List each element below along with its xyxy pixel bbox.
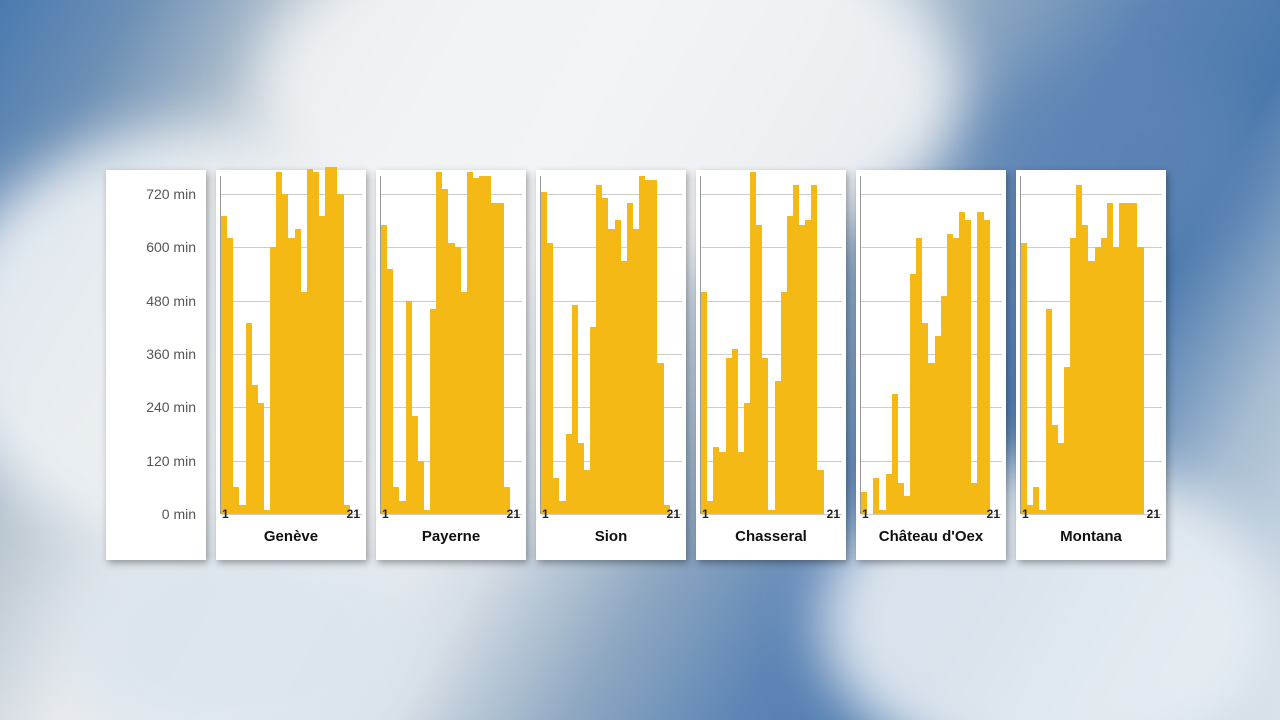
bars-group bbox=[861, 176, 1002, 514]
x-labels: 1 21 bbox=[380, 507, 522, 525]
bar bbox=[1137, 247, 1143, 514]
x-tick-last: 21 bbox=[827, 507, 840, 521]
x-tick-first: 1 bbox=[1022, 507, 1029, 521]
y-tick-label: 480 min bbox=[146, 293, 196, 309]
bar bbox=[811, 185, 817, 514]
bar bbox=[547, 243, 553, 514]
x-tick-first: 1 bbox=[222, 507, 229, 521]
bar bbox=[1021, 243, 1027, 514]
x-labels: 1 21 bbox=[860, 507, 1002, 525]
x-tick-first: 1 bbox=[702, 507, 709, 521]
plot-area bbox=[700, 176, 842, 514]
chart-title: Genève bbox=[216, 528, 366, 545]
y-tick-label: 360 min bbox=[146, 346, 196, 362]
bars-group bbox=[701, 176, 842, 514]
x-tick-first: 1 bbox=[382, 507, 389, 521]
x-tick-last: 21 bbox=[507, 507, 520, 521]
plot-area bbox=[540, 176, 682, 514]
x-tick-last: 21 bbox=[987, 507, 1000, 521]
bar bbox=[497, 203, 503, 514]
bar bbox=[984, 220, 990, 514]
bar bbox=[418, 461, 424, 514]
x-labels: 1 21 bbox=[220, 507, 362, 525]
chart-title: Payerne bbox=[376, 528, 526, 545]
chart-panel: 1 21 Montana bbox=[1016, 170, 1166, 560]
chart-panel: 1 21 Château d'Oex bbox=[856, 170, 1006, 560]
bar bbox=[657, 363, 663, 514]
y-axis-panel: 0 min 120 min 240 min 360 min 480 min 600 min… bbox=[106, 170, 206, 560]
y-tick-label: 120 min bbox=[146, 453, 196, 469]
bar bbox=[387, 269, 393, 514]
x-tick-first: 1 bbox=[862, 507, 869, 521]
plot-area bbox=[1020, 176, 1162, 514]
plot-area bbox=[860, 176, 1002, 514]
chart-title: Château d'Oex bbox=[856, 528, 1006, 545]
x-tick-first: 1 bbox=[542, 507, 549, 521]
x-labels: 1 21 bbox=[700, 507, 842, 525]
chart-panel: 1 21 Payerne bbox=[376, 170, 526, 560]
bars-group bbox=[1021, 176, 1162, 514]
plot-area bbox=[220, 176, 362, 514]
x-tick-last: 21 bbox=[347, 507, 360, 521]
y-tick-label: 600 min bbox=[146, 239, 196, 255]
charts-container: 0 min 120 min 240 min 360 min 480 min 600 min… bbox=[106, 170, 1166, 560]
chart-title: Chasseral bbox=[696, 528, 846, 545]
chart-panel: 1 21 Genève bbox=[216, 170, 366, 560]
bar bbox=[258, 403, 264, 514]
x-labels: 1 21 bbox=[540, 507, 682, 525]
plot-area bbox=[380, 176, 522, 514]
bar bbox=[762, 358, 768, 514]
y-tick-label: 0 min bbox=[162, 506, 196, 522]
chart-panel: 1 21 Sion bbox=[536, 170, 686, 560]
bars-group bbox=[381, 176, 522, 514]
x-labels: 1 21 bbox=[1020, 507, 1162, 525]
bar bbox=[337, 194, 343, 514]
chart-panel: 1 21 Chasseral bbox=[696, 170, 846, 560]
chart-title: Montana bbox=[1016, 528, 1166, 545]
bar bbox=[701, 292, 707, 514]
bars-group bbox=[221, 176, 362, 514]
x-tick-last: 21 bbox=[1147, 507, 1160, 521]
y-tick-label: 240 min bbox=[146, 399, 196, 415]
x-tick-last: 21 bbox=[667, 507, 680, 521]
bar bbox=[965, 220, 971, 514]
bars-group bbox=[541, 176, 682, 514]
chart-title: Sion bbox=[536, 528, 686, 545]
y-tick-label: 720 min bbox=[146, 186, 196, 202]
bar bbox=[227, 238, 233, 514]
